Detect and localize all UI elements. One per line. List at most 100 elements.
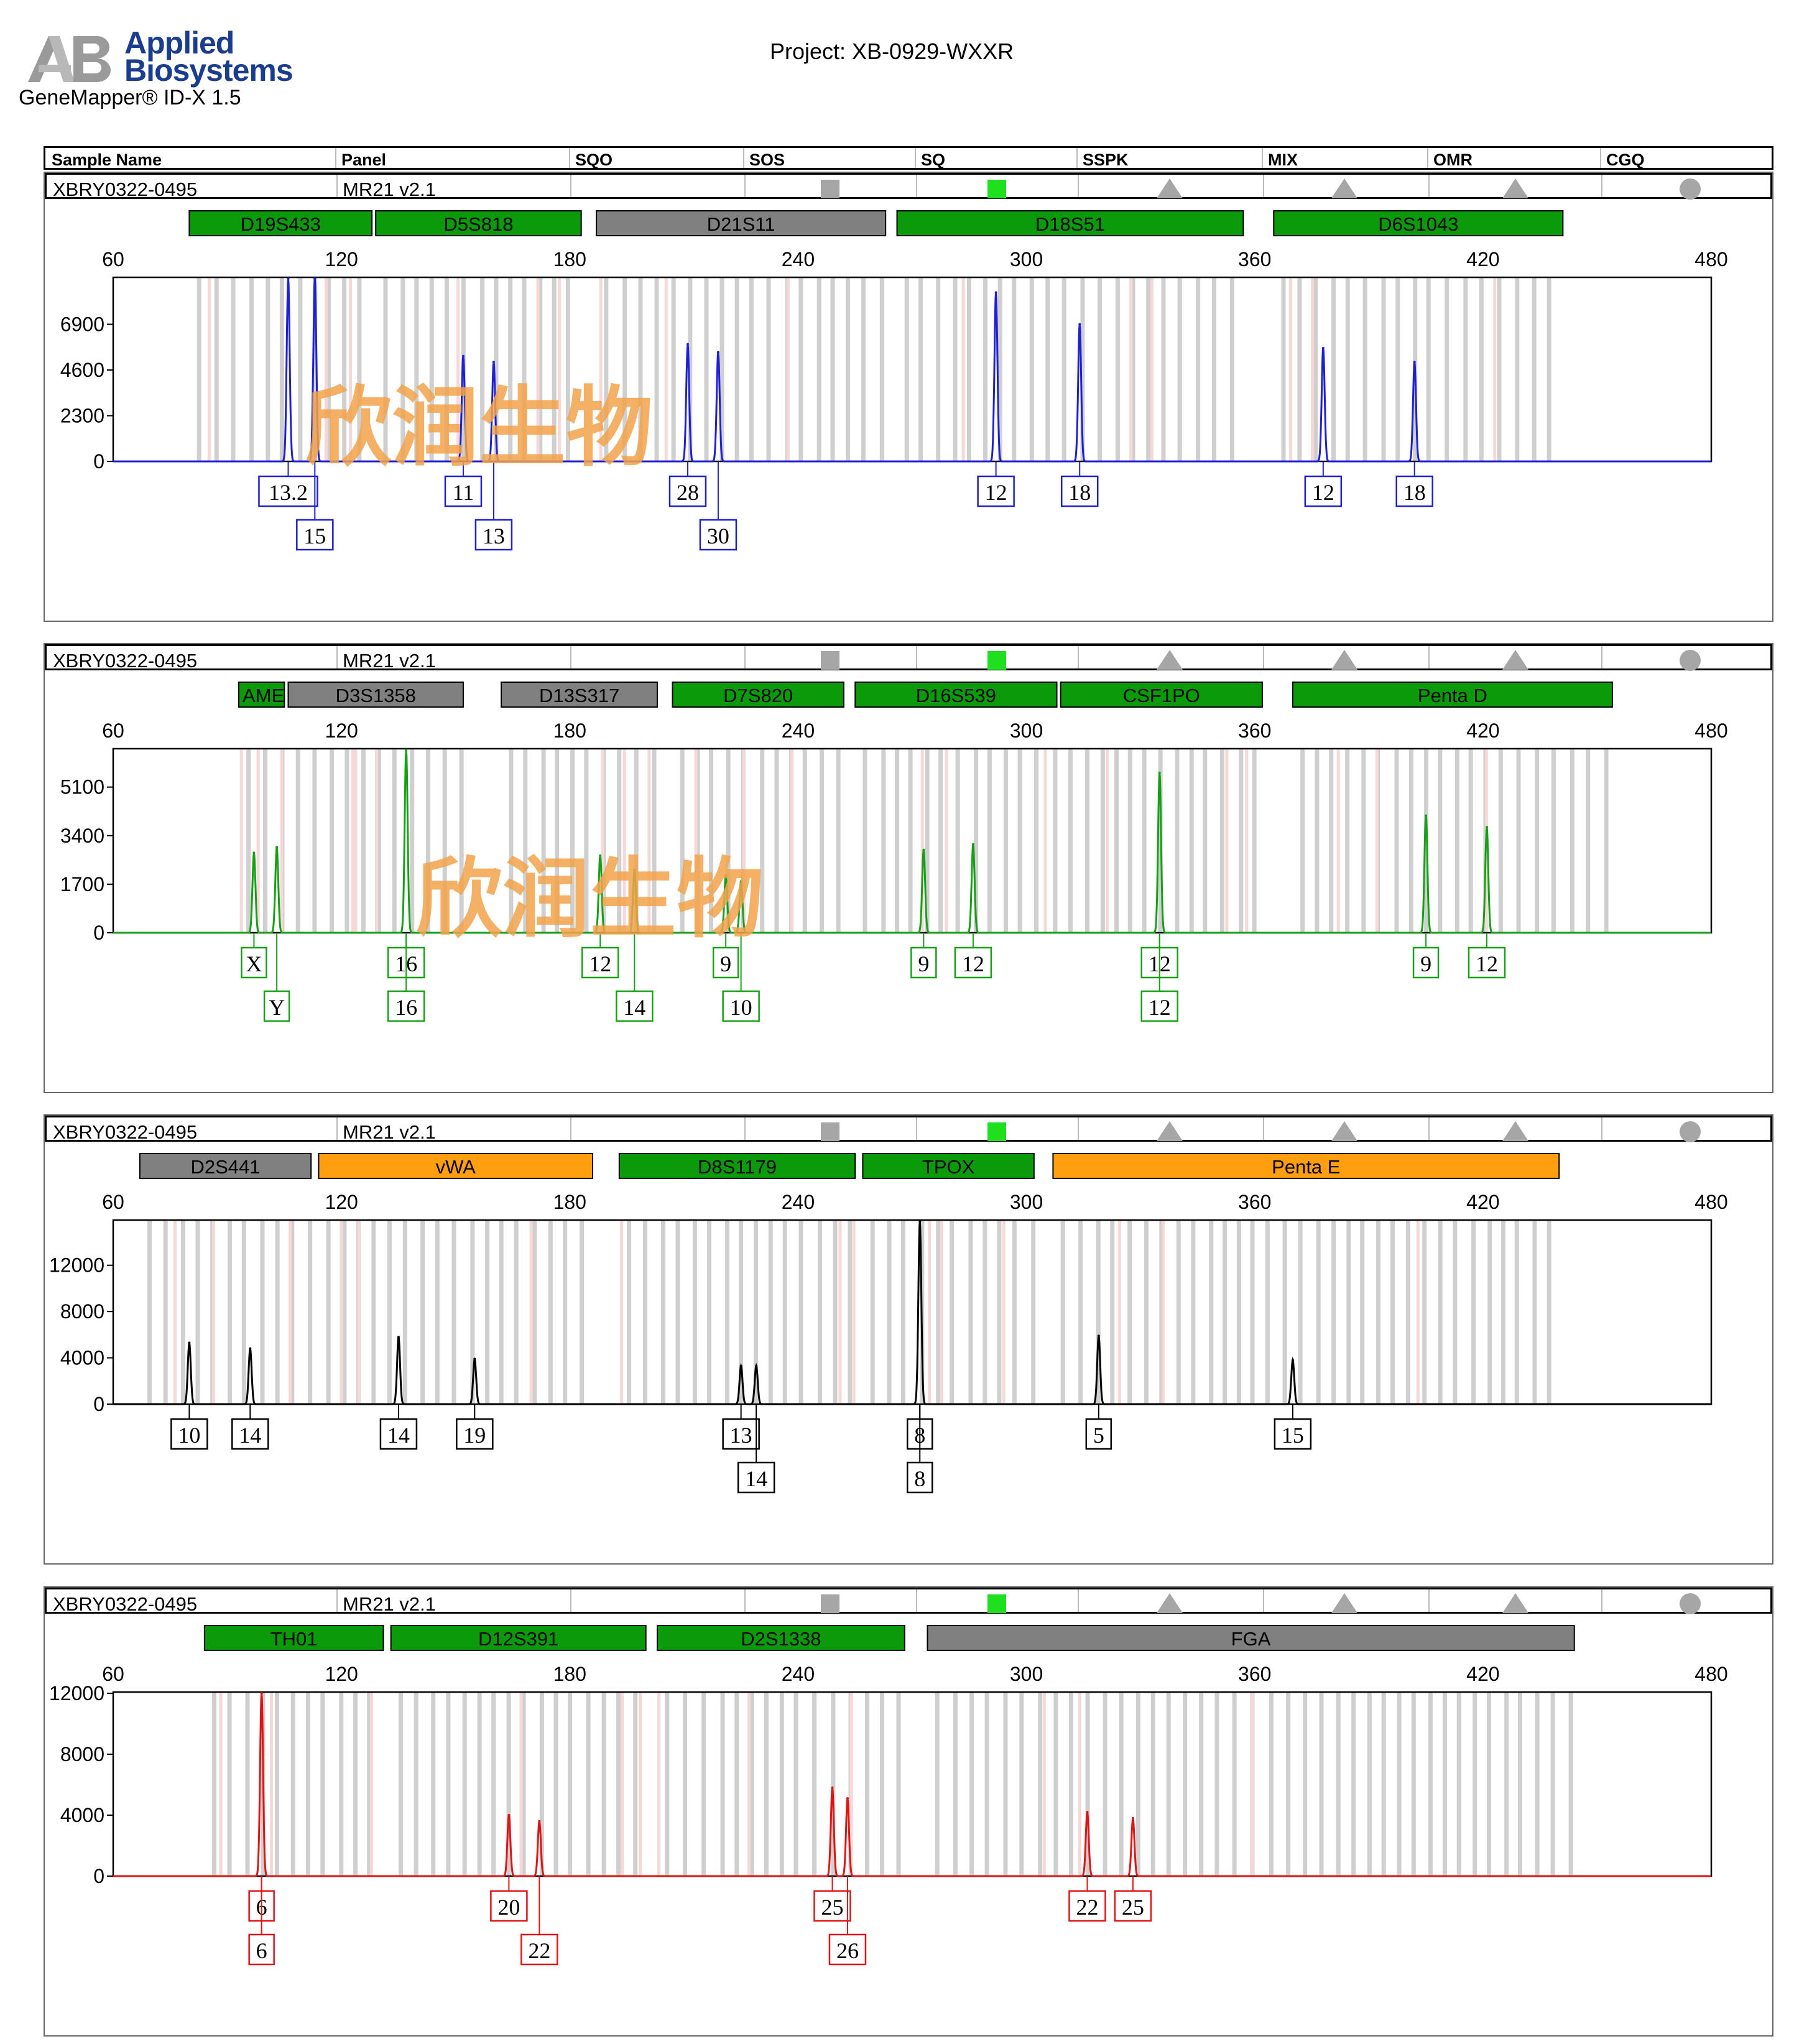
virtual-bin <box>1289 277 1293 461</box>
x-tick-label: 240 <box>782 248 815 271</box>
peak-point <box>405 749 408 751</box>
allele-bin <box>848 1220 853 1404</box>
allele-bin <box>665 1692 670 1876</box>
allele-bin <box>1177 277 1182 461</box>
allele-label: 8 <box>914 1466 925 1491</box>
allele-bin <box>326 1220 331 1404</box>
y-tick-label: 2300 <box>60 405 104 427</box>
allele-bin <box>1019 1692 1024 1876</box>
allele-bin <box>830 277 835 461</box>
sample-row[interactable]: XBRY0322-0495 MR21 v2.1 <box>45 173 1772 200</box>
allele-bin <box>1517 1692 1522 1876</box>
virtual-bin <box>256 749 260 933</box>
allele-bin <box>968 1220 973 1404</box>
allele-bin <box>895 749 900 933</box>
virtual-bin <box>288 1220 292 1404</box>
trace-line <box>113 278 1711 463</box>
allele-bin <box>904 277 909 461</box>
allele-bin <box>266 277 270 461</box>
allele-bin <box>522 277 527 461</box>
allele-bin <box>1146 277 1151 461</box>
virtual-bin <box>747 1692 751 1876</box>
allele-bin <box>1229 277 1234 461</box>
column-divider <box>916 175 917 197</box>
column-divider <box>1428 1117 1430 1140</box>
allele-bin <box>1078 1220 1083 1404</box>
sample-row[interactable]: XBRY0322-0495 MR21 v2.1 <box>45 1588 1772 1615</box>
column-header-mix: MIX <box>1268 150 1298 169</box>
allele-bin <box>1390 1220 1395 1404</box>
allele-bin <box>634 749 639 933</box>
quality-triangle-icon <box>1331 1593 1357 1613</box>
allele-bin <box>836 749 841 933</box>
column-divider <box>744 1117 746 1140</box>
allele-bin <box>1453 1220 1458 1404</box>
allele-bin <box>357 277 362 461</box>
virtual-bin <box>790 749 793 933</box>
allele-bin <box>734 1692 739 1876</box>
column-divider <box>744 646 746 668</box>
allele-bin <box>987 749 992 933</box>
marker-bar <box>390 1625 647 1651</box>
allele-bin <box>499 1220 504 1404</box>
allele-bin <box>1516 749 1521 933</box>
marker-label: FGA <box>1231 1628 1271 1650</box>
x-tick-label: 360 <box>1238 1191 1271 1213</box>
allele-bin <box>1034 749 1039 933</box>
allele-bin <box>831 1692 836 1876</box>
allele-bin <box>1142 749 1147 933</box>
allele-bin <box>1135 1692 1140 1876</box>
allele-bin <box>342 1220 347 1404</box>
allele-bin <box>1175 749 1180 933</box>
allele-bin <box>1313 277 1318 461</box>
allele-bin <box>263 749 268 933</box>
marker-label: D6S1043 <box>1378 213 1458 235</box>
peak-point <box>249 1347 252 1350</box>
column-divider <box>743 148 744 168</box>
allele-bin <box>212 1692 217 1876</box>
marker-bar <box>1292 682 1613 708</box>
marker-label: D2S441 <box>190 1156 260 1178</box>
applied-biosystems-logo: Applied Biosystems <box>25 25 294 93</box>
marker-bar <box>596 210 887 236</box>
column-divider <box>1601 1117 1602 1140</box>
allele-bin <box>719 277 724 461</box>
allele-bin <box>1438 749 1443 933</box>
allele-bin <box>974 749 979 933</box>
allele-bin <box>429 277 434 461</box>
peak-point <box>724 874 728 877</box>
column-divider <box>1600 148 1601 168</box>
peak-point <box>1321 346 1325 349</box>
column-divider <box>1427 148 1428 168</box>
virtual-bin <box>639 1692 642 1876</box>
allele-bin <box>227 1220 232 1404</box>
virtual-bin <box>1375 749 1379 933</box>
allele-label: 9 <box>1420 951 1431 976</box>
allele-label: 14 <box>387 1423 410 1448</box>
virtual-bin <box>599 277 603 461</box>
sample-row[interactable]: XBRY0322-0495 MR21 v2.1 <box>45 644 1772 672</box>
allele-bin <box>983 1220 987 1404</box>
allele-bin <box>1397 1692 1402 1876</box>
allele-bin <box>1329 749 1334 933</box>
virtual-bin <box>664 277 668 461</box>
peak-point <box>188 1341 191 1344</box>
y-tick-label: 4000 <box>60 1804 104 1826</box>
sample-name: XBRY0322-0495 <box>53 1121 198 1143</box>
allele-box <box>722 1418 760 1450</box>
allele-bin <box>1300 749 1305 933</box>
quality-circle-icon <box>1680 1593 1701 1614</box>
allele-bin <box>344 749 349 933</box>
allele-label: X <box>246 951 262 976</box>
allele-label: 22 <box>1076 1895 1098 1920</box>
virtual-bin <box>601 749 604 933</box>
marker-bar <box>238 682 285 708</box>
sample-row[interactable]: XBRY0322-0495 MR21 v2.1 <box>45 1116 1772 1143</box>
virtual-bin <box>340 1220 343 1404</box>
y-tick-label: 3400 <box>60 825 104 847</box>
marker-label: TH01 <box>270 1628 318 1650</box>
marker-bar <box>618 1153 856 1179</box>
x-tick-label: 180 <box>553 1663 586 1685</box>
panel-name: MR21 v2.1 <box>343 1121 436 1143</box>
virtual-bin <box>536 277 540 461</box>
